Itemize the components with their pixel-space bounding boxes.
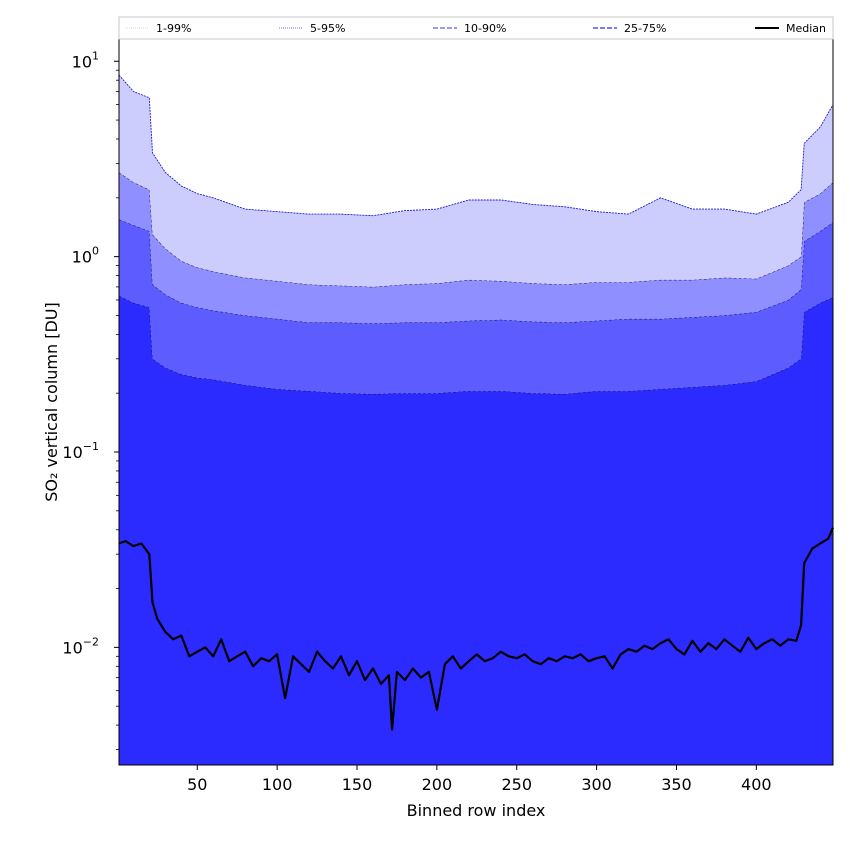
legend: 1-99% 5-95% 10-90% 25-75% Median (118, 16, 834, 40)
x-tick-label: 100 (262, 775, 293, 794)
y-axis: 10−2 10−1 100 101 (62, 49, 119, 750)
y-tick-label: 10−2 (62, 635, 99, 657)
x-tick-label: 400 (741, 775, 772, 794)
y-tick-label: 101 (72, 49, 99, 71)
y-axis-label: SO₂ vertical column [DU] (42, 302, 61, 502)
x-tick-label: 250 (501, 775, 532, 794)
band-25-75pct (119, 219, 833, 394)
median-line (118, 527, 835, 731)
x-tick-label: 300 (581, 775, 612, 794)
x-tick-label: 50 (187, 775, 207, 794)
x-tick-label: 150 (342, 775, 373, 794)
x-tick-label: 200 (422, 775, 453, 794)
band-areas (118, 74, 834, 765)
band-5-95pct (119, 75, 833, 287)
x-axis-label: Binned row index (407, 801, 546, 820)
x-tick-label: 350 (661, 775, 692, 794)
band-edge-5-95pct (118, 74, 834, 217)
y-tick-label: 10−1 (62, 440, 99, 462)
legend-label: 25-75% (624, 22, 666, 35)
legend-box (118, 16, 834, 40)
legend-label: 10-90% (464, 22, 506, 35)
y-tick-label: 100 (72, 245, 99, 267)
legend-label: 5-95% (310, 22, 345, 35)
legend-label: 1-99% (156, 22, 191, 35)
x-axis: 50 100 150 200 250 300 350 400 (187, 765, 772, 794)
band-10-90pct (119, 172, 833, 324)
median-layer (118, 527, 835, 731)
legend-label: Median (786, 22, 826, 35)
